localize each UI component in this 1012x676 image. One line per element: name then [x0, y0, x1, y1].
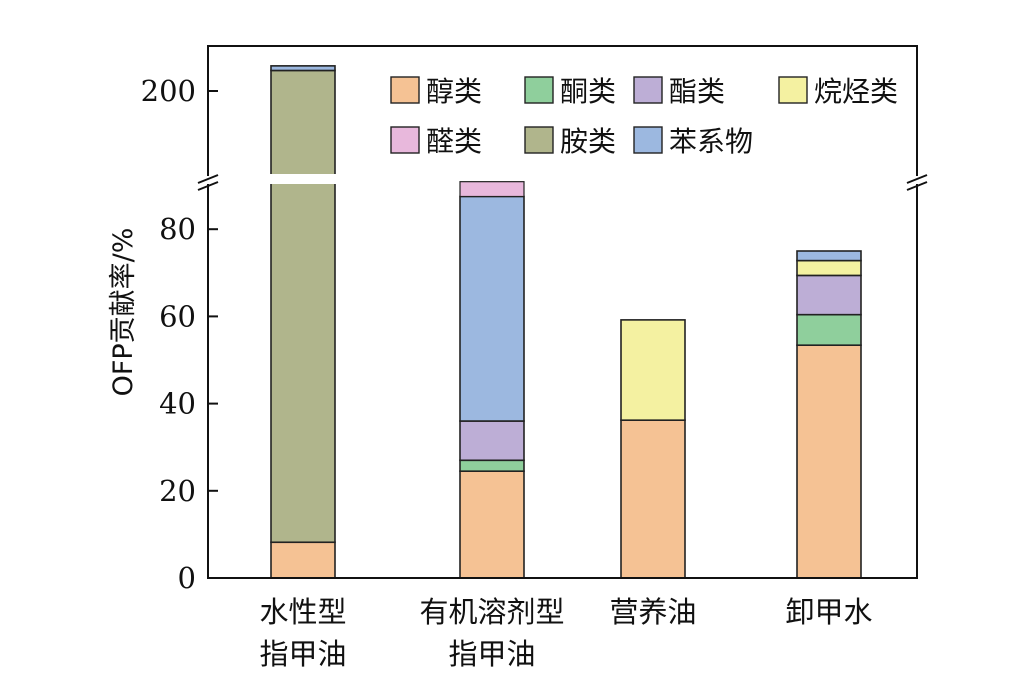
bar-segment-0-0	[270, 541, 336, 579]
legend-swatch-4	[390, 126, 420, 154]
break-mark-1-1	[906, 181, 928, 191]
x-tick-label-3-0: 卸甲水	[785, 595, 872, 629]
legend-swatch-6	[633, 126, 663, 154]
break-mark-0-0	[197, 174, 219, 184]
legend-label-1: 酮类	[560, 75, 616, 108]
y-tick-label-3: 60	[159, 299, 196, 333]
legend-label-0: 醇类	[426, 75, 482, 108]
legend-swatch-1	[524, 76, 554, 104]
x-tick-label-1-0: 有机溶剂型	[419, 595, 564, 629]
break-gap	[262, 174, 342, 184]
x-tick-label-0-1: 指甲油	[259, 637, 346, 671]
plot-frame	[207, 45, 918, 579]
break-mark-1-0	[906, 174, 928, 184]
x-tick-label-1-1: 指甲油	[448, 637, 535, 671]
legend-label-6: 苯系物	[669, 125, 753, 158]
legend-swatch-2	[633, 76, 663, 104]
bar-segment-2-0	[620, 419, 686, 579]
y-tick-label-2: 40	[159, 387, 196, 421]
y-axis: 0 20 40 60 80 200	[141, 74, 218, 595]
legend-swatch-5	[524, 126, 554, 154]
legend-label-5: 胺类	[560, 125, 616, 158]
break-mark-0-1	[197, 181, 219, 191]
bar-segment-3-6	[796, 250, 862, 262]
bar-segment-3-3	[796, 259, 862, 277]
legend-label-3: 烷烃类	[814, 75, 898, 108]
bars-layer	[270, 65, 862, 579]
x-tick-label-2-0: 营养油	[609, 595, 696, 629]
y-tick-label-upper-0: 200	[141, 74, 196, 108]
bar-segment-1-2	[459, 420, 525, 462]
bar-segment-1-0	[459, 470, 525, 579]
legend-label-2: 酯类	[669, 75, 725, 108]
bar-cap-1	[459, 181, 525, 198]
bar-segment-3-0	[796, 344, 862, 579]
bar-segment-0-5	[270, 69, 336, 544]
legend-label-4: 醛类	[426, 125, 482, 158]
bar-segment-1-1	[459, 459, 525, 472]
y-tick-label-4: 80	[159, 212, 196, 246]
bar-segment-2-3	[620, 319, 686, 421]
y-tick-label-1: 20	[159, 474, 196, 508]
bar-segment-0-6	[270, 65, 336, 72]
y-axis-label: OFP贡献率/%	[108, 228, 139, 397]
bar-segment-1-6	[459, 195, 525, 422]
y-tick-label-0: 0	[178, 561, 196, 595]
bar-segment-3-2	[796, 274, 862, 316]
legend-swatch-3	[778, 76, 808, 104]
x-tick-label-0-0: 水性型	[259, 595, 346, 629]
axis-break	[197, 174, 928, 191]
bar-segment-3-1	[796, 313, 862, 346]
legend-swatch-0	[390, 76, 420, 104]
